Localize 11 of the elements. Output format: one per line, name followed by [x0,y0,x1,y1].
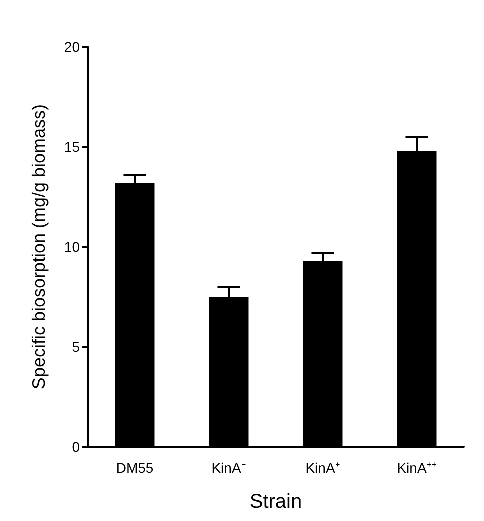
y-tick-label: 0 [72,439,80,455]
y-tick-label: 5 [72,339,80,355]
x-axis-title: Strain [250,491,302,513]
x-tick-label: DM55 [116,460,154,476]
x-tick-label: KinA⁺⁺ [397,460,437,476]
x-tick-label: KinA⁺ [306,460,340,476]
y-tick-label: 10 [64,239,80,255]
y-tick-label: 20 [64,39,80,55]
y-tick-label: 15 [64,139,80,155]
y-axis-title: Specific biosorption (mg/g biomass) [29,104,49,390]
x-tick-label: KinA⁻ [212,460,246,476]
